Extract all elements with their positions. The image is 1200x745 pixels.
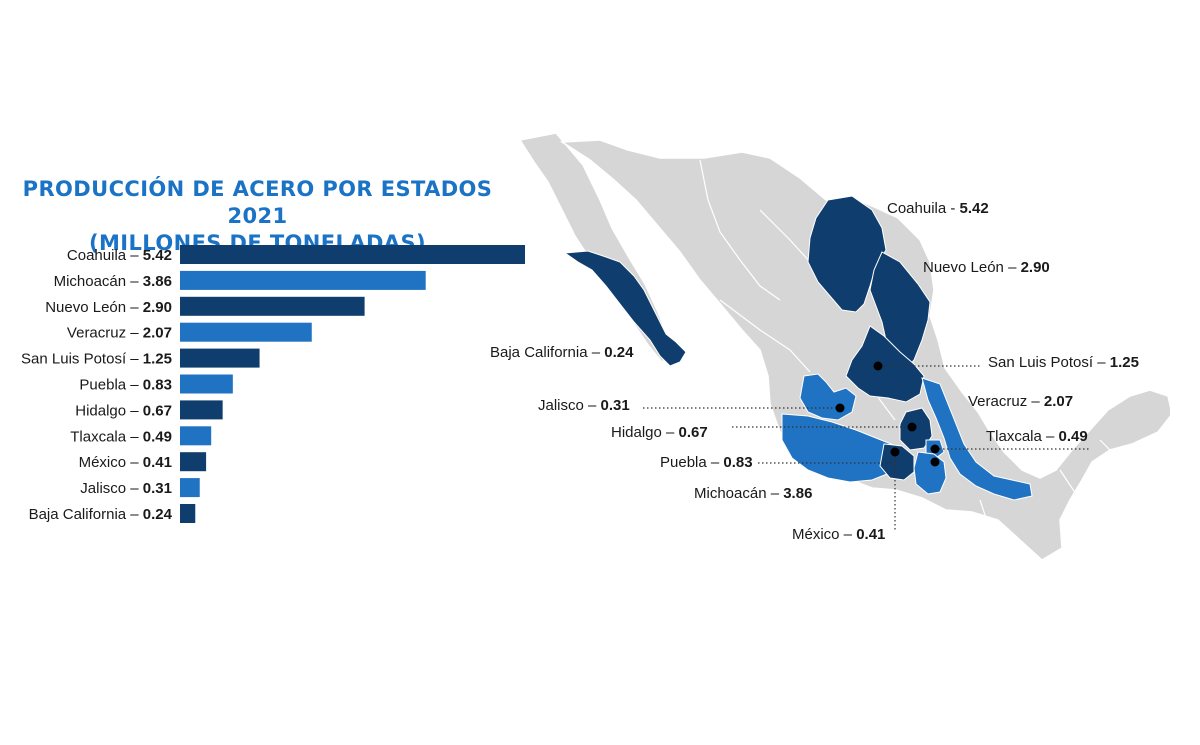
map-labels: Coahuila - 5.42 Nuevo León – 2.90 Baja Cal…	[490, 200, 1139, 543]
colored-states	[563, 195, 1033, 501]
state-baja-california	[563, 250, 687, 367]
state-mexico	[879, 443, 915, 481]
state-san-luis-potosi	[845, 325, 925, 403]
map-label-nuevo-leon: Nuevo León – 2.90	[923, 259, 1050, 276]
dot-jalisco	[835, 403, 845, 413]
map-label-coahuila: Coahuila - 5.42	[887, 200, 989, 217]
dot-tlaxcala	[930, 444, 940, 454]
bar-label-coahuila: Coahuila – 5.42	[67, 247, 172, 264]
map-label-baja-california: Baja California – 0.24	[490, 344, 634, 361]
location-dots	[835, 361, 940, 467]
mexico-map: Coahuila - 5.42 Nuevo León – 2.90 Baja Cal…	[490, 132, 1170, 561]
bar-label-jalisco: Jalisco – 0.31	[80, 480, 172, 497]
map-label-san-luis-potosi: San Luis Potosí – 1.25	[988, 354, 1139, 371]
bar-san-luis-potosi	[180, 348, 260, 368]
bar-jalisco	[180, 478, 200, 498]
bar-label-tlaxcala: Tlaxcala – 0.49	[70, 428, 172, 445]
dot-hidalgo	[907, 422, 917, 432]
map-label-michoacan: Michoacán – 3.86	[694, 485, 812, 502]
bar-coahuila	[180, 245, 525, 264]
bar-veracruz	[180, 322, 312, 342]
bar-label-hidalgo: Hidalgo – 0.67	[75, 402, 172, 419]
chart-title-line1: PRODUCCIÓN DE ACERO POR ESTADOS 2021	[22, 177, 493, 228]
dot-puebla	[930, 457, 940, 467]
state-veracruz	[921, 377, 1033, 501]
bar-label-san-luis-potosi: San Luis Potosí – 1.25	[21, 351, 172, 368]
map-label-puebla: Puebla – 0.83	[660, 454, 753, 471]
bar-label-baja-california: Baja California – 0.24	[29, 506, 173, 523]
map-label-tlaxcala: Tlaxcala – 0.49	[986, 428, 1088, 445]
bar-baja-california	[180, 504, 196, 523]
dot-san-luis-potosi	[873, 361, 883, 371]
bar-label-mexico: México – 0.41	[79, 454, 172, 471]
bar-label-nuevo-leon: Nuevo León – 2.90	[45, 299, 172, 316]
state-coahuila	[807, 195, 887, 313]
bar-label-veracruz: Veracruz – 2.07	[67, 325, 172, 342]
bar-hidalgo	[180, 400, 223, 420]
map-label-veracruz: Veracruz – 2.07	[968, 393, 1073, 410]
bar-label-puebla: Puebla – 0.83	[79, 377, 172, 394]
dot-mexico	[890, 447, 900, 457]
bar-nuevo-leon	[180, 296, 365, 316]
leader-lines	[643, 365, 1090, 530]
map-label-jalisco: Jalisco – 0.31	[538, 397, 630, 414]
map-label-mexico: México – 0.41	[792, 526, 885, 543]
bar-michoacan	[180, 270, 426, 290]
bar-label-michoacan: Michoacán – 3.86	[54, 273, 172, 290]
bar-chart: Coahuila – 5.42 Michoacán – 3.86 Nuevo Leó…	[21, 245, 525, 523]
bar-tlaxcala	[180, 426, 212, 446]
map-label-hidalgo: Hidalgo – 0.67	[611, 424, 708, 441]
bar-mexico	[180, 452, 207, 472]
bar-puebla	[180, 374, 233, 394]
